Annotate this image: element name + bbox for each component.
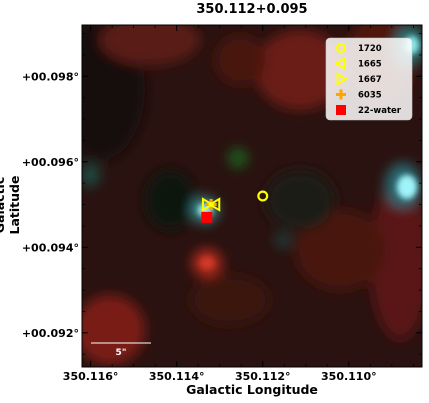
scale-bar: 5" (91, 342, 151, 358)
legend-label-6035: 6035 (358, 91, 382, 101)
x-tick-label: 350.112° (235, 370, 291, 383)
marker-1720 (257, 190, 269, 202)
marker-22-water (201, 211, 213, 223)
marker-1667 (201, 197, 215, 212)
legend-marker-1667 (336, 72, 348, 86)
plot-frame (81, 24, 423, 368)
legend: 1720 1665 1667 6035 22-water (325, 37, 413, 121)
y-tick-label: +00.094° (22, 241, 79, 254)
legend-box (325, 37, 413, 121)
y-tick-label: +00.092° (22, 327, 79, 340)
legend-label-1720: 1720 (358, 44, 382, 54)
legend-label-1667: 1667 (358, 75, 382, 85)
legend-marker-6035 (336, 89, 346, 100)
legend-label-22-water: 22-water (358, 106, 402, 116)
marker-1665 (207, 197, 221, 212)
y-tick-label: +00.096° (22, 156, 79, 169)
scale-bar-label: 5" (116, 348, 127, 358)
x-axis-label: Galactic Longitude (186, 382, 318, 397)
x-tick-label: 350.116° (63, 370, 119, 383)
y-tick-label: +00.098° (22, 70, 79, 83)
x-tick-label: 350.114° (149, 370, 205, 383)
legend-marker-22-water (336, 105, 346, 115)
legend-label-1665: 1665 (358, 60, 382, 70)
chart-title: 350.112+0.095 (196, 2, 308, 17)
data-markers (201, 190, 269, 223)
legend-marker-1665 (334, 56, 346, 71)
x-tick-label: 350.110° (321, 370, 377, 383)
legend-marker-1720 (335, 42, 347, 54)
axis-ticks: 350.116° 350.114° 350.112° 350.110° +00.098°… (22, 25, 422, 383)
